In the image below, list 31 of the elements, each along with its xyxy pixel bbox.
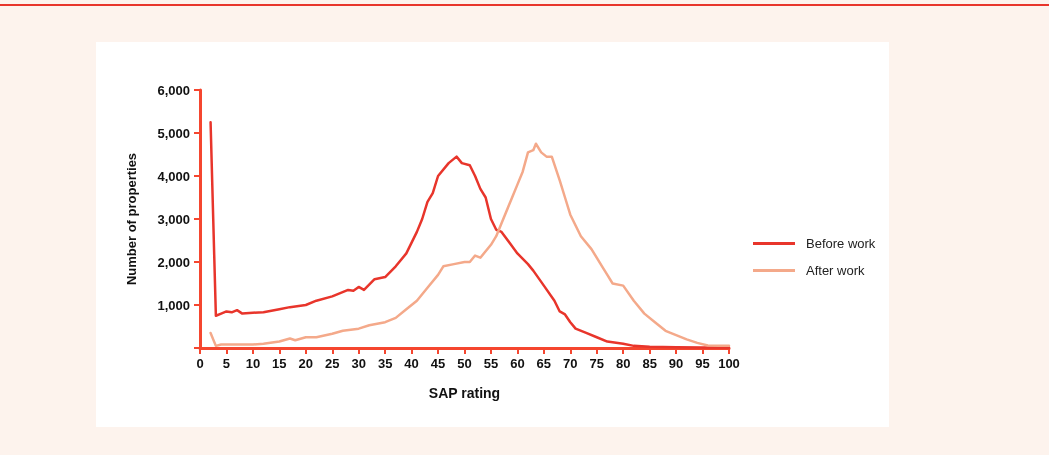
y-tick-label: 6,000 — [157, 82, 190, 98]
x-tick-label: 65 — [536, 356, 552, 371]
y-tick-label: 1,000 — [157, 297, 190, 313]
x-tick-label: 70 — [563, 356, 578, 371]
y-tick-label: 4,000 — [157, 168, 190, 184]
x-tick-label: 50 — [457, 356, 472, 371]
x-tick-label: 85 — [642, 356, 657, 371]
x-tick-label: 60 — [510, 356, 525, 371]
x-tick-label: 25 — [325, 356, 340, 371]
x-tick-label: 15 — [272, 356, 287, 371]
y-tick-label: 3,000 — [157, 211, 190, 227]
x-tick-label: 80 — [615, 356, 631, 371]
x-tick-label: 75 — [589, 356, 604, 371]
y-tick-label: 5,000 — [157, 125, 190, 141]
x-axis-title: SAP rating — [428, 385, 501, 401]
x-tick-label: 90 — [668, 356, 684, 371]
x-tick-label: 55 — [483, 356, 499, 371]
y-axis-title: Number of properties — [124, 152, 139, 286]
y-tick-label: 2,000 — [157, 254, 190, 270]
x-tick-label: 5 — [222, 356, 231, 371]
x-tick-label: 40 — [404, 356, 419, 371]
x-tick-label: 10 — [245, 356, 261, 371]
x-tick-label: 45 — [430, 356, 446, 371]
x-tick-label: 20 — [298, 356, 314, 371]
legend-label: Before work — [806, 236, 876, 251]
x-tick-label: 0 — [196, 356, 204, 371]
x-tick-label: 30 — [351, 356, 366, 371]
legend-label: After work — [806, 263, 866, 278]
x-tick-label: 100 — [718, 356, 740, 371]
x-tick-label: 35 — [377, 356, 393, 371]
x-tick-label: 95 — [695, 356, 710, 371]
